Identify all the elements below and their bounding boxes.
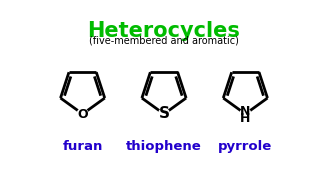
Text: N: N (240, 105, 251, 118)
Text: Heterocycles: Heterocycles (88, 21, 240, 41)
Text: pyrrole: pyrrole (218, 140, 273, 153)
Circle shape (77, 109, 88, 119)
Text: S: S (158, 107, 170, 122)
Circle shape (240, 109, 251, 119)
Text: thiophene: thiophene (126, 140, 202, 153)
Text: O: O (77, 107, 88, 120)
Text: (five-membered and aromatic): (five-membered and aromatic) (89, 35, 239, 45)
Circle shape (159, 109, 169, 119)
Text: furan: furan (62, 140, 103, 153)
Text: H: H (240, 112, 251, 125)
